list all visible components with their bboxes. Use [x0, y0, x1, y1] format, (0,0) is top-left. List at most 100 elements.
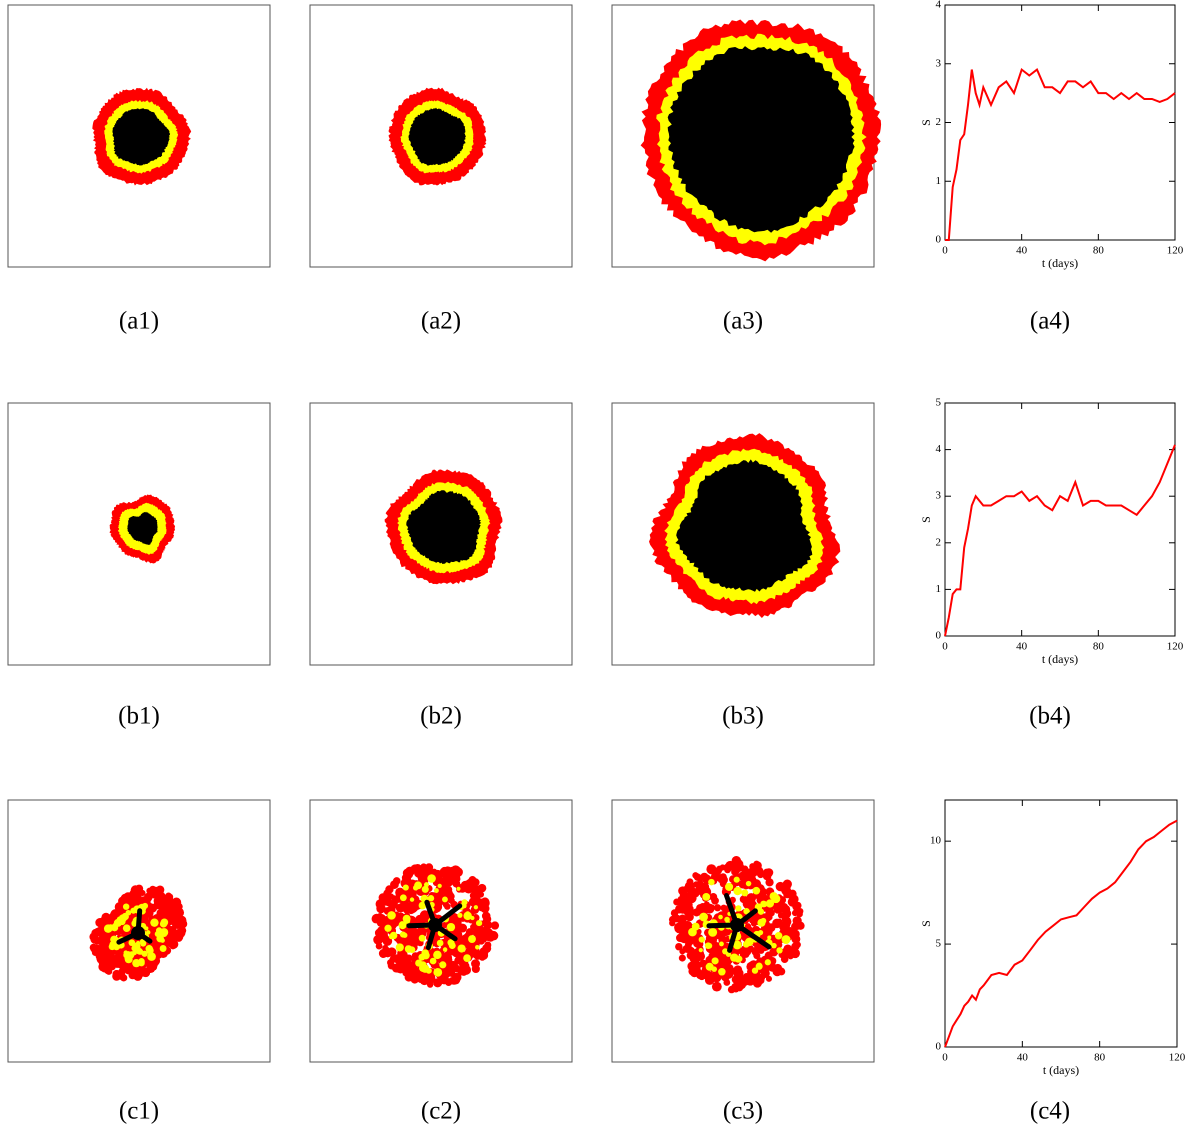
red-cell [149, 885, 157, 893]
red-cell [678, 914, 687, 924]
yellow-cell [461, 899, 468, 906]
red-cell [91, 949, 99, 957]
red-cell [479, 947, 489, 957]
red-cell [791, 934, 801, 944]
red-cell [98, 952, 107, 961]
yellow-cell [418, 934, 426, 942]
red-cell [674, 923, 685, 934]
plot-frame [944, 799, 1178, 1048]
yellow-cell [409, 897, 415, 902]
red-cell [757, 973, 766, 982]
yellow-cell [743, 908, 750, 915]
red-cell [777, 967, 786, 976]
snapshot-image [7, 4, 271, 268]
red-cell [782, 922, 790, 929]
black-core [406, 490, 482, 564]
red-cell [389, 956, 396, 963]
red-cell [750, 893, 757, 900]
red-cell [118, 896, 128, 906]
yellow-cell [122, 903, 130, 910]
snapshot-image [7, 402, 271, 666]
panel-caption: (c3) [723, 1098, 763, 1125]
black-core [667, 46, 855, 233]
y-tick-label: 4 [936, 443, 942, 455]
red-cell [395, 903, 405, 913]
y-tick-label: 4 [936, 0, 942, 11]
x-axis-label: t (days) [1042, 256, 1078, 270]
red-cell [711, 981, 722, 992]
yellow-cell [718, 914, 723, 920]
red-cell [471, 964, 480, 974]
red-cell [679, 934, 689, 944]
snapshot-image [611, 4, 882, 268]
yellow-cell [708, 878, 715, 886]
red-cell [452, 964, 461, 973]
red-cell [101, 912, 111, 922]
red-cell [129, 899, 137, 907]
red-cell [376, 903, 386, 914]
yellow-cell [408, 946, 416, 953]
yellow-cell [741, 889, 749, 897]
yellow-cell [141, 950, 148, 957]
yellow-cell [457, 944, 466, 953]
red-cell [685, 912, 694, 922]
yellow-cell [742, 941, 750, 948]
red-cell [433, 978, 443, 988]
red-cell [679, 906, 687, 914]
x-axis-label: t (days) [1042, 652, 1078, 666]
yellow-cell [718, 968, 726, 976]
yellow-cell [736, 955, 743, 962]
red-cell [387, 947, 397, 957]
red-cell [732, 856, 741, 865]
red-cell [421, 978, 428, 986]
x-tick-label: 120 [1167, 245, 1184, 257]
red-cell [789, 894, 799, 905]
black-core [730, 918, 744, 932]
plot-frame [944, 4, 1176, 241]
yellow-cell [145, 945, 153, 953]
yellow-cell [125, 909, 132, 916]
yellow-cell [402, 884, 409, 891]
yellow-cell [160, 918, 169, 927]
yellow-cell [110, 935, 119, 944]
yellow-cell [776, 947, 783, 954]
yellow-cell [418, 901, 427, 910]
data-line [945, 67, 1176, 241]
red-cell [402, 904, 409, 912]
y-tick-label: 2 [936, 116, 942, 128]
yellow-cell [433, 967, 443, 977]
yellow-cell [473, 905, 479, 910]
red-cell [171, 918, 180, 928]
x-tick-label: 40 [1017, 1052, 1029, 1064]
red-cell [760, 964, 770, 974]
red-cell [678, 954, 686, 962]
red-cell [722, 956, 732, 966]
yellow-cell [457, 912, 463, 918]
red-cell [449, 875, 457, 883]
black-core [131, 926, 145, 940]
snapshot-image [611, 402, 875, 666]
red-cell [754, 942, 763, 951]
red-cell [413, 864, 423, 874]
yellow-cell [769, 892, 778, 901]
red-cell [751, 863, 760, 872]
y-tick-label: 0 [936, 630, 942, 642]
red-cell [430, 868, 438, 875]
red-cell [765, 907, 773, 916]
yellow-cell [752, 886, 761, 895]
red-cell [118, 968, 126, 976]
yellow-cell [757, 918, 766, 927]
panel-caption: (a3) [723, 308, 763, 335]
yellow-cell [128, 951, 135, 958]
yellow-cell [442, 947, 448, 952]
panel-caption: (a4) [1030, 308, 1070, 335]
x-tick-label: 80 [1093, 245, 1105, 257]
yellow-cell [475, 945, 480, 950]
yellow-cell [427, 895, 435, 902]
panel-caption: (c4) [1030, 1098, 1070, 1125]
yellow-cell [735, 905, 742, 912]
x-tick-label: 0 [942, 245, 948, 257]
red-cell [740, 977, 750, 986]
red-cell [166, 893, 174, 901]
